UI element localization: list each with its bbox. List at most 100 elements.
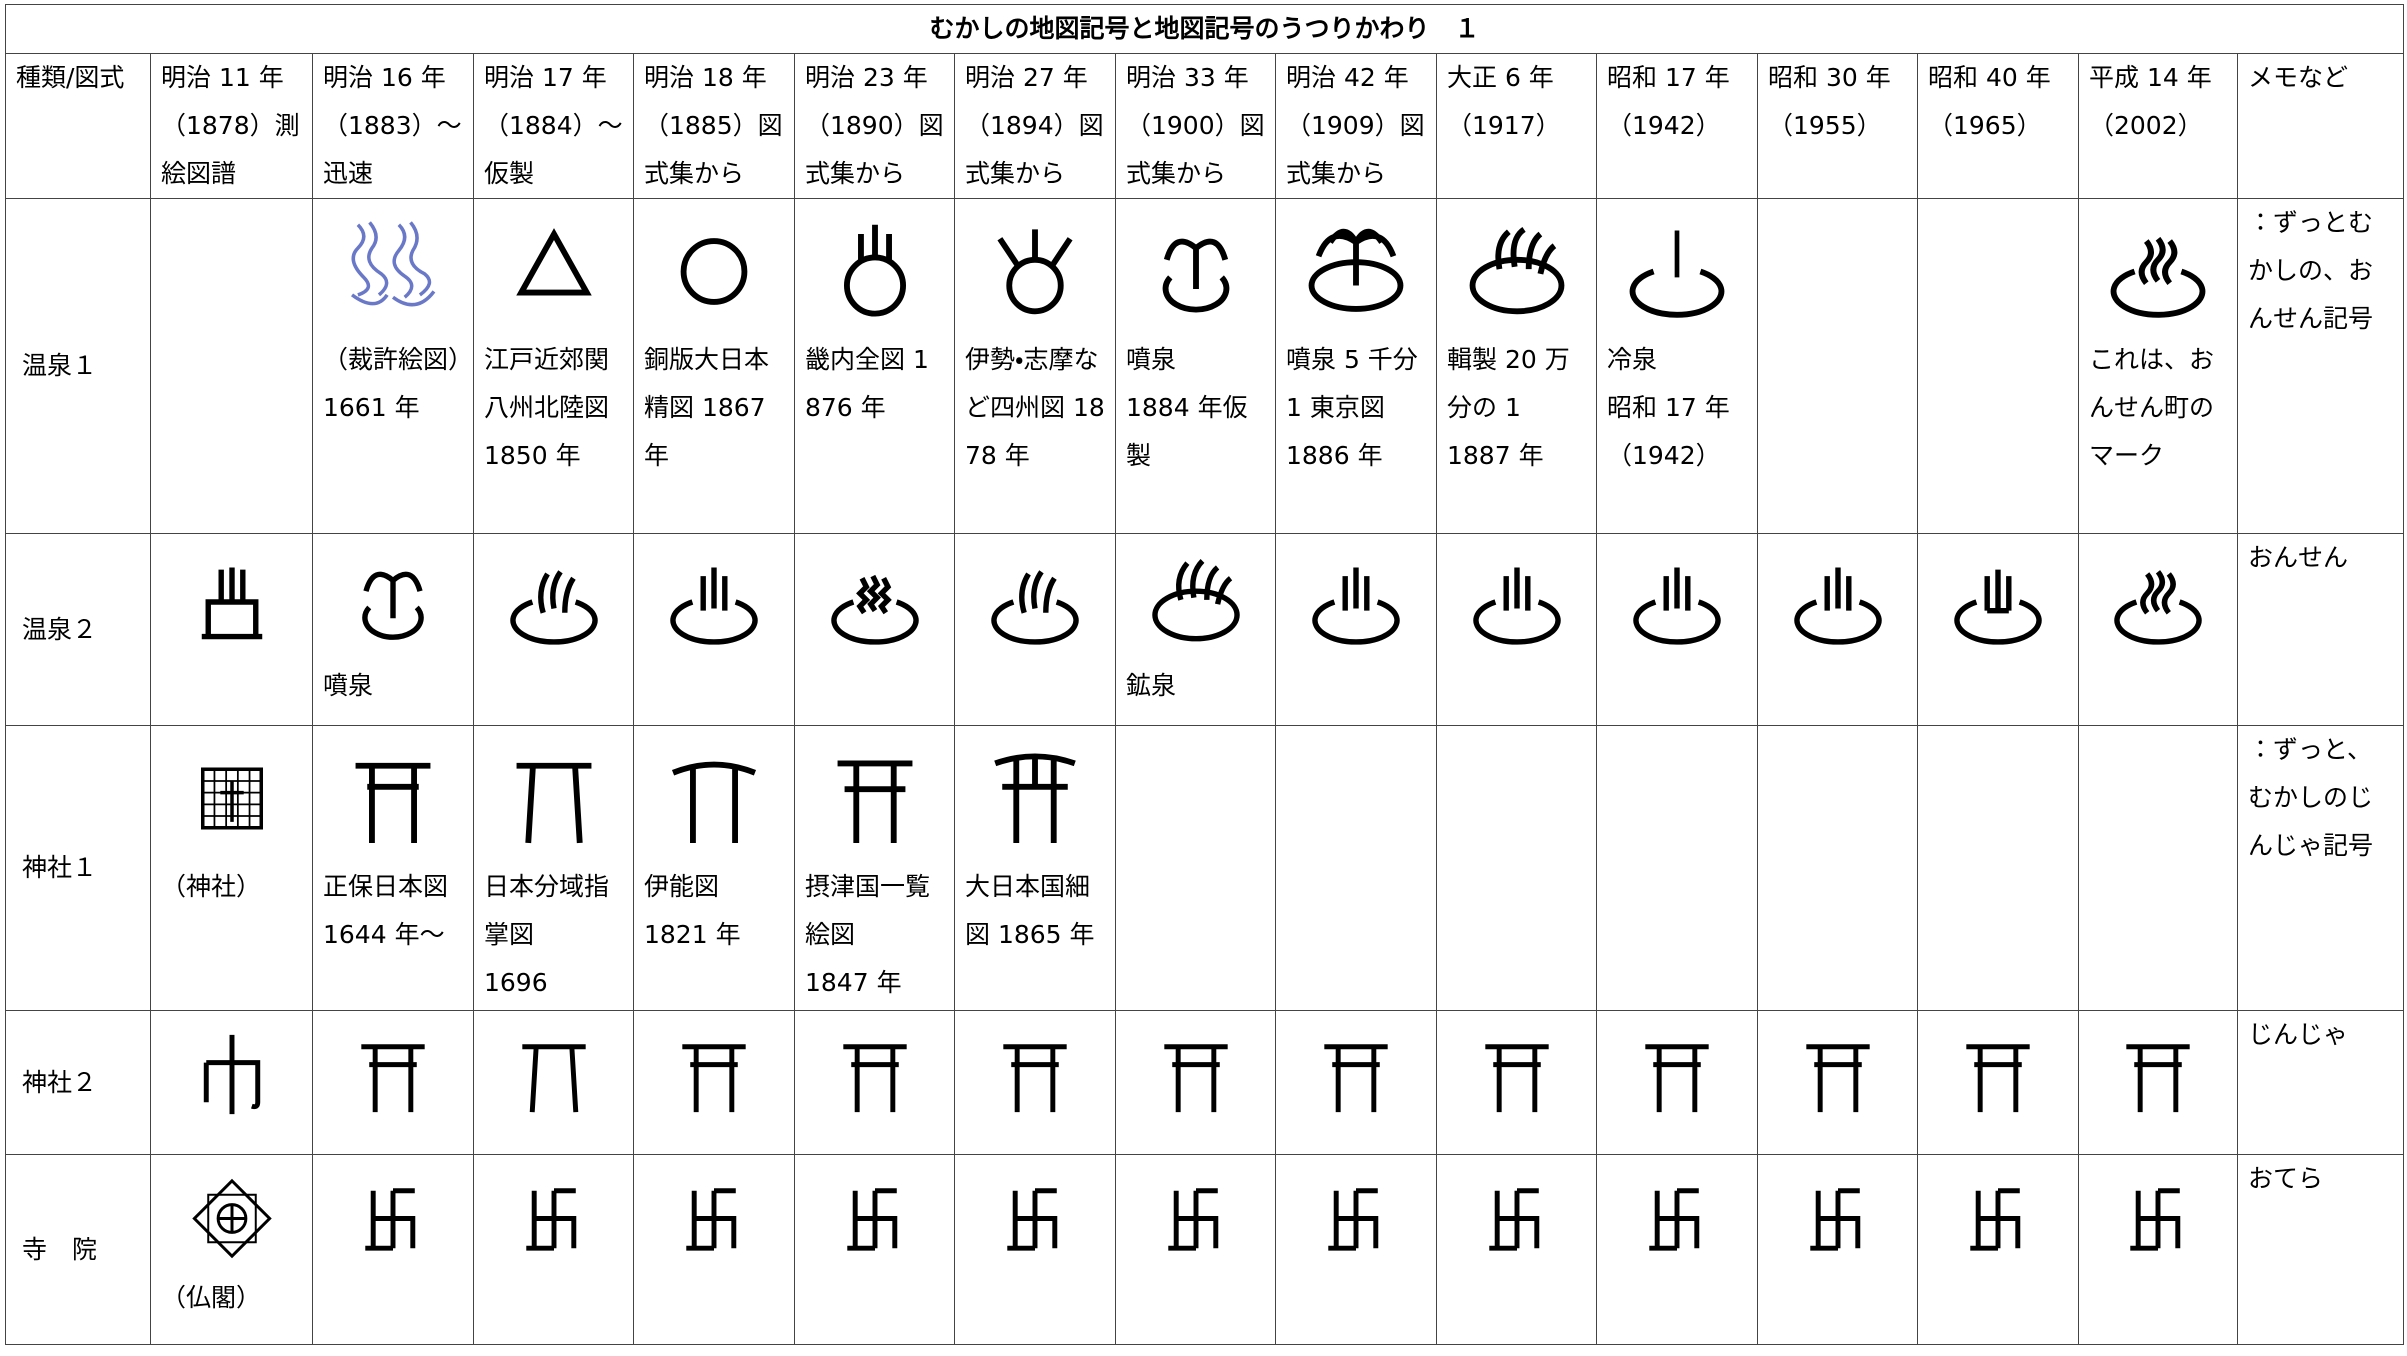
map-symbol — [1312, 567, 1400, 645]
table-body: むかしの地図記号と地図記号のうつりかわり １ 種類/図式 明治 11 年（1878… — [4, 4, 2405, 1345]
map-symbol — [1633, 567, 1721, 645]
symbol-caption: 摂津国一覧絵図 1847 年 — [805, 872, 931, 997]
symbol-caption: 噴泉 — [323, 671, 374, 700]
table-row: 寺 院 （仏閣） おてら — [5, 1154, 2405, 1345]
map-symbol — [1488, 1188, 1539, 1251]
map-symbol — [1966, 1044, 2030, 1113]
symbol-cell — [1115, 1010, 1276, 1155]
column-header: 明治 27 年（1894）図式集から — [954, 53, 1116, 199]
symbol-cell: 伊能図 1821 年 — [633, 725, 795, 1011]
table-row: 神社１ （神社） 正保日本図 1644 年～ 日本分域指掌図 1696 伊能図 1821… — [5, 725, 2405, 1011]
map-symbol — [515, 228, 592, 296]
row-label: 温泉１ — [5, 198, 151, 534]
symbol-cell — [1436, 725, 1597, 1011]
symbol-cell: （神社） — [150, 725, 313, 1011]
column-header: 明治 11 年（1878）測絵図譜 — [150, 53, 313, 199]
map-symbol — [670, 567, 758, 645]
column-header: 明治 33 年（1900）図式集から — [1115, 53, 1276, 199]
map-symbol — [686, 1188, 737, 1251]
symbol-caption: 日本分域指掌図 1696 — [484, 872, 610, 997]
column-header: 昭和 40 年（1965） — [1917, 53, 2079, 199]
column-header: 明治 18 年（1885）図式集から — [633, 53, 795, 199]
column-header: 明治 23 年（1890）図式集から — [794, 53, 955, 199]
memo-cell: じんじゃ — [2236, 1010, 2405, 1155]
symbol-cell: （裁許絵図）1661 年 — [312, 198, 474, 534]
symbol-caption: （裁許絵図）1661 年 — [323, 345, 461, 422]
symbol-caption: 畿内全図 1876 年 — [805, 345, 929, 422]
symbol-cell — [473, 1154, 634, 1345]
column-header: 明治 17 年（1884）～仮製 — [473, 53, 634, 199]
row-label: 神社１ — [5, 725, 151, 1011]
symbol-caption: 鉱泉 — [1126, 671, 1177, 700]
symbol-cell — [1436, 1154, 1597, 1345]
symbol-caption: 噴泉 1884 年仮製 — [1126, 345, 1248, 470]
map-symbol — [1954, 569, 2042, 645]
map-symbol — [191, 1178, 272, 1259]
symbol-caption: 噴泉 5 千分 1 東京図 1886 年 — [1286, 345, 1418, 470]
map-symbol — [1328, 1188, 1379, 1251]
symbol-cell — [1757, 533, 1918, 726]
symbol-cell — [1917, 1154, 2079, 1345]
map-symbol — [1472, 567, 1561, 645]
map-symbol — [843, 224, 906, 317]
map-symbol — [680, 238, 748, 305]
map-symbol — [1809, 1188, 1860, 1251]
symbol-cell — [794, 1010, 955, 1155]
symbol-cell: 日本分域指掌図 1696 — [473, 725, 634, 1011]
map-symbol — [991, 570, 1079, 645]
map-symbol — [997, 229, 1073, 315]
symbol-cell — [633, 1154, 795, 1345]
symbol-cell — [473, 533, 634, 726]
symbol-cell — [1596, 1154, 1758, 1345]
memo-cell: おてら — [2236, 1154, 2405, 1345]
symbol-caption: （仏閣） — [161, 1283, 262, 1312]
symbol-cell — [1757, 198, 1918, 534]
symbol-cell — [1436, 1010, 1597, 1155]
symbol-cell — [2078, 1010, 2238, 1155]
symbol-caption: 輯製 20 万分の 1 1887 年 — [1447, 345, 1570, 470]
symbol-cell — [2078, 533, 2238, 726]
symbol-cell: 摂津国一覧絵図 1847 年 — [794, 725, 955, 1011]
map-symbol — [509, 570, 598, 645]
symbol-cell — [2078, 725, 2238, 1011]
map-symbol — [1970, 1188, 2021, 1251]
symbol-cell — [1757, 1154, 1918, 1345]
symbol-cell — [1596, 1010, 1758, 1155]
table-row: 温泉２ 噴泉 鉱泉 おんせん — [5, 533, 2405, 726]
map-symbol — [1469, 226, 1564, 315]
symbol-caption: 伊能図 1821 年 — [644, 872, 741, 949]
symbol-cell — [312, 1154, 474, 1345]
symbol-caption: （神社） — [161, 872, 262, 901]
symbol-cell — [1917, 198, 2079, 534]
symbol-cell — [150, 198, 313, 534]
symbol-cell: 正保日本図 1644 年～ — [312, 725, 474, 1011]
map-symbol — [1645, 1044, 1709, 1113]
symbol-caption: 銅版大日本精図 1867 年 — [644, 345, 770, 470]
column-header: 大正 6 年（1917） — [1436, 53, 1597, 199]
map-symbol — [1484, 1044, 1549, 1113]
map-symbol — [837, 760, 912, 843]
map-symbol — [1167, 1188, 1218, 1251]
map-symbol — [830, 574, 919, 645]
symbol-cell — [473, 1010, 634, 1155]
column-header: 明治 16 年（1883）～迅速 — [312, 53, 474, 199]
symbol-cell: 噴泉 1884 年仮製 — [1115, 198, 1276, 534]
symbol-cell: 鉱泉 — [1115, 533, 1276, 726]
symbol-cell — [954, 1154, 1116, 1345]
symbol-cell — [1596, 725, 1758, 1011]
symbol-cell — [1757, 725, 1918, 1011]
symbol-cell: 大日本国細図 1865 年 — [954, 725, 1116, 1011]
symbol-cell — [1917, 725, 2079, 1011]
map-symbol — [1805, 1044, 1870, 1113]
column-header: 昭和 30 年（1955） — [1757, 53, 1918, 199]
row-label: 神社２ — [5, 1010, 151, 1155]
symbol-cell — [794, 533, 955, 726]
symbol-cell — [1757, 1010, 1918, 1155]
map-symbol — [846, 1188, 897, 1251]
symbol-caption: 正保日本図 1644 年～ — [323, 872, 449, 949]
table-row: 温泉１ （裁許絵図）1661 年江戸近郊関八州北陸図 1850 年銅版大日本精図 … — [5, 198, 2405, 534]
symbol-cell — [1917, 1010, 2079, 1155]
map-symbol — [1007, 1188, 1058, 1251]
symbol-caption: 大日本国細図 1865 年 — [965, 872, 1095, 949]
